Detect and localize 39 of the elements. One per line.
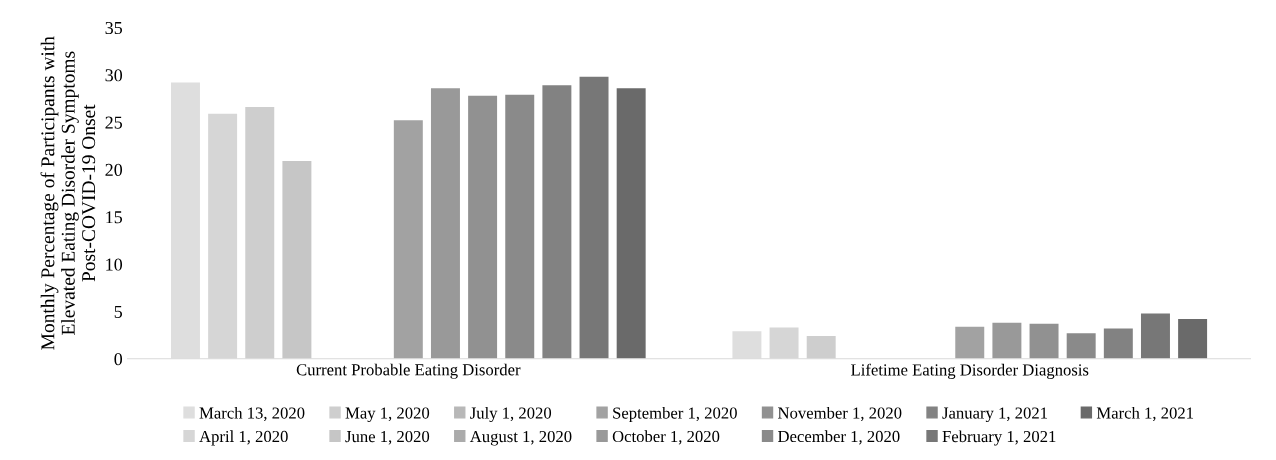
bar: [282, 161, 312, 359]
bar: [1029, 323, 1059, 359]
y-tick-label: 30: [105, 69, 123, 82]
bar: [1066, 333, 1096, 359]
legend-label: January 1, 2021: [942, 407, 1048, 423]
legend-label: June 1, 2020: [345, 430, 430, 445]
legend-label: September 1, 2020: [613, 406, 737, 423]
legend-label: March 1, 2021: [1096, 406, 1194, 422]
y-tick-label: 5: [114, 305, 123, 318]
x-tick-label: Current Probable Eating Disorder: [296, 363, 521, 379]
bar: [616, 88, 646, 359]
y-tick-label: 20: [105, 163, 123, 176]
bar: [579, 76, 609, 359]
legend-label: December 1, 2020: [778, 430, 900, 445]
y-tick-label: 0: [114, 353, 123, 366]
x-tick-label: Lifetime Eating Disorder Diagnosis: [851, 363, 1089, 379]
bar: [468, 95, 498, 359]
legend-label: February 1, 2021: [942, 430, 1056, 446]
bar: [505, 94, 535, 359]
bar: [430, 88, 460, 359]
legend-label: May 1, 2020: [345, 407, 430, 423]
bar: [1103, 328, 1133, 359]
legend-label: March 13, 2020: [199, 406, 305, 422]
bar: [393, 120, 423, 359]
bar: [992, 322, 1022, 359]
legend-label: November 1, 2020: [778, 406, 902, 422]
y-tick-label: 25: [105, 116, 123, 129]
bar: [955, 326, 985, 359]
y-tick-label: 10: [106, 258, 123, 271]
legend-label: August 1, 2020: [469, 430, 572, 446]
bar: [542, 85, 572, 359]
bar: [1178, 319, 1208, 359]
bar: [1140, 313, 1170, 359]
y-axis-title: Monthly Percentage of Participants with Elevated Eating Disorder Symptoms Post-COVID-19 Onset: [40, 36, 96, 350]
legend-label: October 1, 2020: [612, 430, 720, 445]
y-tick-label: 35: [105, 21, 123, 35]
y-tick-label: 15: [106, 211, 123, 224]
legend-label: April 1, 2020: [199, 430, 288, 446]
legend-label: July 1, 2020: [470, 406, 552, 423]
